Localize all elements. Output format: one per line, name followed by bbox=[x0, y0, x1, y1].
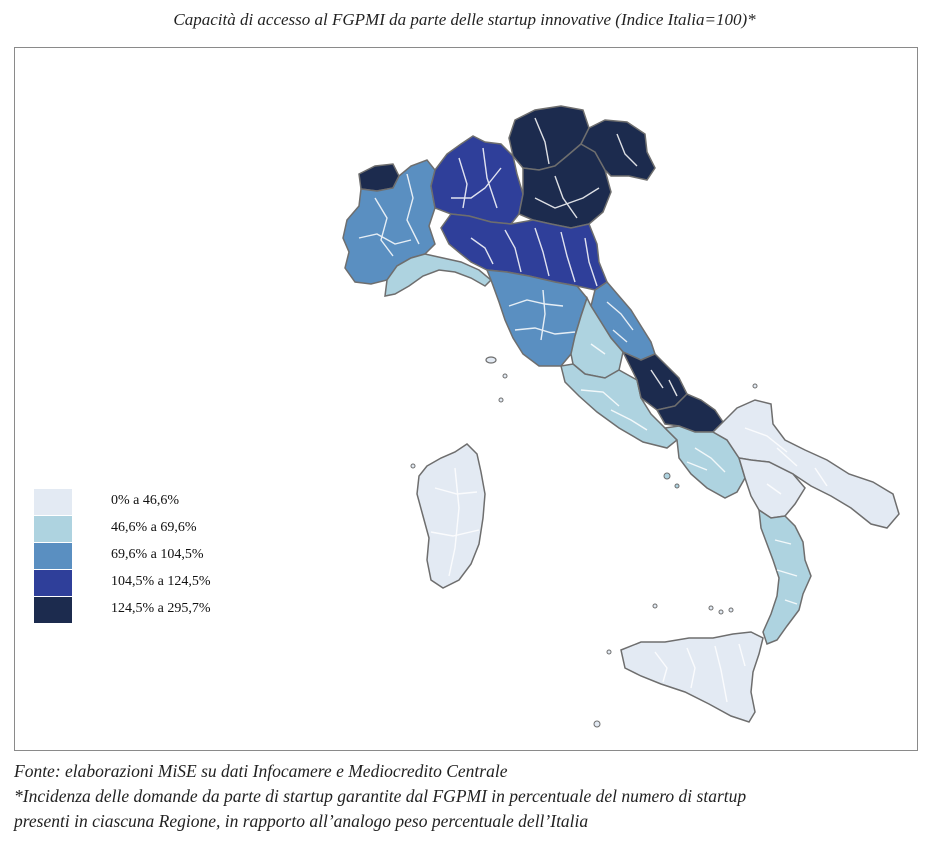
island-pantelleria bbox=[593, 720, 601, 728]
island-eolie-1 bbox=[708, 605, 714, 611]
region-lombardia[interactable] bbox=[430, 135, 524, 225]
footnote-line: presenti in ciascuna Regione, in rapport… bbox=[14, 811, 589, 831]
island-egadi bbox=[606, 649, 612, 655]
italy-map bbox=[342, 105, 900, 728]
island-ponza bbox=[498, 397, 504, 403]
notes: Fonte: elaborazioni MiSE su dati Infocam… bbox=[14, 759, 924, 834]
island-eolie-2 bbox=[718, 609, 724, 615]
legend: 0% a 46,6% 46,6% a 69,6% 69,6% a 104,5% … bbox=[34, 489, 274, 624]
island-ustica bbox=[652, 603, 658, 609]
region-calabria[interactable] bbox=[758, 508, 812, 645]
legend-item: 69,6% a 104,5% bbox=[34, 543, 274, 570]
legend-label: 104,5% a 124,5% bbox=[111, 574, 211, 589]
legend-swatch bbox=[34, 516, 72, 542]
region-campania[interactable] bbox=[663, 425, 746, 499]
island-eolie-3 bbox=[728, 607, 734, 613]
legend-swatch bbox=[34, 489, 72, 515]
map-frame: 0% a 46,6% 46,6% a 69,6% 69,6% a 104,5% … bbox=[14, 47, 918, 751]
region-sardegna[interactable] bbox=[416, 443, 486, 589]
province-borders bbox=[358, 117, 828, 703]
island-asinara bbox=[410, 463, 416, 469]
legend-item: 124,5% a 295,7% bbox=[34, 597, 274, 624]
island-tremiti bbox=[752, 383, 758, 389]
region-sicilia[interactable] bbox=[620, 631, 764, 723]
island-ischia bbox=[663, 472, 671, 480]
legend-item: 46,6% a 69,6% bbox=[34, 516, 274, 543]
island-capri bbox=[674, 483, 680, 489]
legend-item: 0% a 46,6% bbox=[34, 489, 274, 516]
island-elba bbox=[485, 356, 497, 364]
legend-label: 46,6% a 69,6% bbox=[111, 520, 197, 535]
map-title: Capacità di accesso al FGPMI da parte de… bbox=[173, 10, 756, 29]
legend-label: 69,6% a 104,5% bbox=[111, 547, 204, 562]
region-liguria[interactable] bbox=[384, 253, 493, 297]
legend-item: 104,5% a 124,5% bbox=[34, 570, 274, 597]
island-giglio bbox=[502, 373, 508, 379]
legend-swatch bbox=[34, 543, 72, 569]
footnote-line: *Incidenza delle domande da parte di sta… bbox=[14, 786, 747, 806]
legend-swatch bbox=[34, 597, 72, 623]
legend-label: 124,5% a 295,7% bbox=[111, 601, 211, 616]
source-note: Fonte: elaborazioni MiSE su dati Infocam… bbox=[14, 761, 508, 781]
legend-swatch bbox=[34, 570, 72, 596]
legend-label: 0% a 46,6% bbox=[111, 493, 180, 508]
region-veneto[interactable] bbox=[518, 143, 612, 229]
